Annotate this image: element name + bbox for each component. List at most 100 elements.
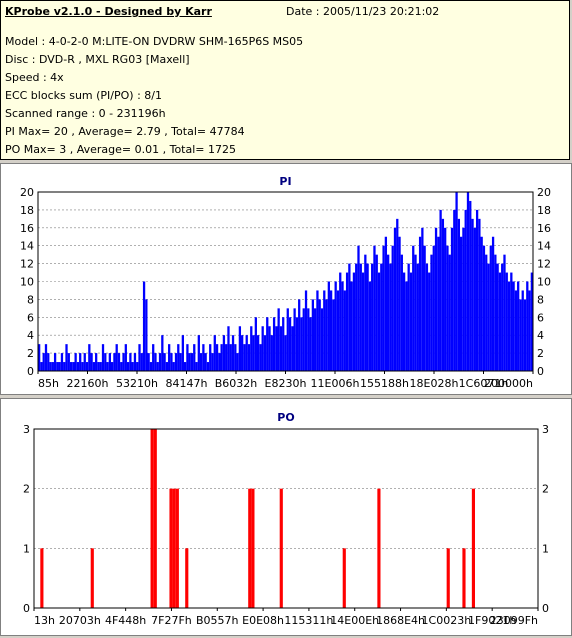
bar [279,488,283,608]
y-tick-label-left: 12 [20,258,34,271]
bar [250,326,253,371]
bar [530,272,533,371]
bar [307,308,310,371]
bar [231,335,235,371]
bar [270,335,273,371]
bar [336,290,340,371]
bar [329,290,333,371]
y-tick-label-left: 10 [20,276,34,289]
bar [58,362,61,371]
y-tick-label-right: 20 [537,186,551,199]
bar [320,308,324,371]
bar [339,272,342,371]
bar [444,227,447,371]
bar [67,353,70,371]
y-tick-label-right: 2 [537,347,544,360]
bar [129,353,132,371]
bar [101,344,105,371]
bar [220,344,223,371]
model-line: Model : 4-0-2-0 M:LITE-ON DVDRW SHM-165P… [5,35,304,48]
y-tick-label-left: 6 [27,311,34,324]
bar [469,200,472,371]
y-tick-label-right: 16 [537,222,551,235]
bar [161,335,164,371]
y-tick-label-right: 8 [537,293,544,306]
bar [51,362,54,371]
bar [521,290,524,371]
bar [512,281,515,371]
bar [412,245,415,371]
y-tick-label-right: 18 [537,204,551,217]
y-tick-label-left: 0 [23,602,30,615]
bar [149,362,153,371]
po-summary-line: PO Max= 3 , Average= 0.01 , Total= 1725 [5,143,236,156]
y-tick-label-right: 4 [537,329,544,342]
y-tick-label-right: 6 [537,311,544,324]
bar [38,344,41,371]
bar [209,344,212,371]
bar [120,362,123,371]
bar [288,317,292,371]
bar [327,281,330,371]
bar [302,308,305,371]
bar [505,272,508,371]
y-tick-label-right: 12 [537,258,551,271]
bar [298,299,301,371]
bar [279,326,283,371]
y-tick-label-right: 14 [537,240,551,253]
bar [284,335,287,371]
x-tick-label: 22160h [67,377,109,390]
bar [485,254,488,371]
bar [110,362,114,371]
bar [523,299,527,371]
bar [475,209,479,371]
bar [421,227,424,371]
x-tick-label: 1C6071h [459,377,509,390]
y-tick-label-left: 16 [20,222,34,235]
bar [343,290,346,371]
bar [277,308,280,371]
bar [74,353,77,371]
bar [352,272,356,371]
bar [316,290,319,371]
bar [359,263,362,371]
bar [325,299,328,371]
x-tick-label: 84147h [166,377,208,390]
bar [496,263,499,371]
x-tick-label: 13h [34,614,55,627]
y-tick-label-right: 10 [537,276,551,289]
bar [446,245,449,371]
bar [236,353,239,371]
bar [117,353,121,371]
bar [414,254,417,371]
bar [350,281,353,371]
bar [373,245,376,371]
speed-line: Speed : 4x [5,71,64,84]
bar [142,281,146,371]
bar [199,353,203,371]
bar [366,263,369,371]
bar [432,245,435,371]
bar [405,281,408,371]
y-tick-label-right: 0 [542,602,549,615]
bar [400,254,403,371]
bar [174,353,178,371]
bar [357,245,360,371]
bar [462,548,466,608]
bar [453,209,456,371]
bar [361,272,365,371]
bar [88,344,91,371]
bar [145,299,148,371]
bar [291,326,294,371]
x-tick-label: 20703h [59,614,101,627]
bar [138,344,141,371]
bar [95,353,98,371]
bar [202,344,205,371]
bar [494,254,497,371]
bar [140,353,143,371]
bar [491,236,495,371]
bar [348,263,351,371]
bar [183,362,187,371]
bar [234,344,237,371]
y-tick-label-left: 4 [27,329,34,342]
